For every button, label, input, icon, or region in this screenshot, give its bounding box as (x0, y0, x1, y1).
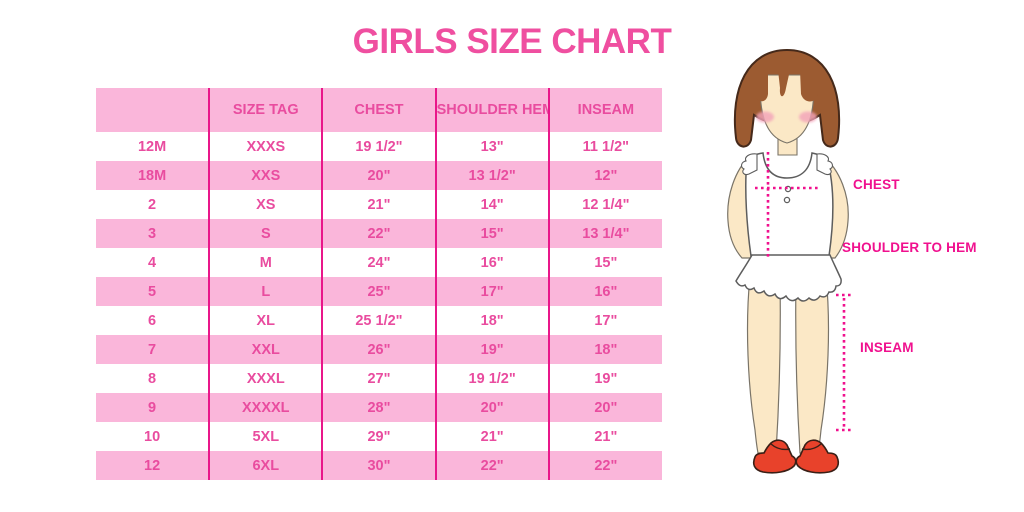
table-cell: 2 (148, 196, 157, 213)
table-cell: 27" (321, 364, 436, 393)
table-cell: 25" (321, 277, 436, 306)
table-cell: 3 (148, 225, 157, 242)
table-cell: XXXXL (208, 393, 323, 422)
table-cell: 12 1/4" (547, 190, 662, 219)
header-cell-chest: CHEST (321, 88, 436, 132)
inseam-label: INSEAM (860, 340, 914, 355)
size-chart-table: SIZE TAG CHEST SHOULDER HEM INSEAM 12M X… (96, 88, 662, 480)
table-row: 3 S 22" 15" 13 1/4" (96, 219, 662, 248)
table-cell: XXS (208, 161, 323, 190)
girl-legs (746, 275, 830, 454)
table-cell: XXXL (208, 364, 323, 393)
table-cell: 19 1/2" (434, 364, 549, 393)
table-cell: 16" (434, 248, 549, 277)
table-cell: 30" (321, 451, 436, 480)
table-cell: 5XL (208, 422, 323, 451)
girl-shoes (752, 439, 840, 474)
table-cell: 7 (148, 341, 157, 358)
table-cell: 17" (547, 306, 662, 335)
table-cell: L (208, 277, 323, 306)
page-title: GIRLS SIZE CHART (352, 22, 672, 61)
chest-label: CHEST (853, 177, 900, 192)
table-row: 9 XXXXL 28" 20" 20" (96, 393, 662, 422)
table-row: 2 XS 21" 14" 12 1/4" (96, 190, 662, 219)
table-cell: XXL (208, 335, 323, 364)
table-cell: 26" (321, 335, 436, 364)
header-cell-size-tag: SIZE TAG (208, 88, 323, 132)
girl-shoulder-ruffles (741, 153, 833, 176)
girl-blush (756, 111, 817, 123)
table-cell: 21" (547, 422, 662, 451)
table-cell: 18" (547, 335, 662, 364)
table-cell: 19" (547, 364, 662, 393)
table-cell: 14" (434, 190, 549, 219)
table-cell: 11 1/2" (547, 132, 662, 161)
table-row: 7 XXL 26" 19" 18" (96, 335, 662, 364)
table-cell: 15" (547, 248, 662, 277)
girl-illustration (727, 48, 852, 474)
table-cell: 16" (547, 277, 662, 306)
header-cell-inseam: INSEAM (547, 88, 662, 132)
table-cell: 19" (434, 335, 549, 364)
table-cell: 24" (321, 248, 436, 277)
table-header-row: SIZE TAG CHEST SHOULDER HEM INSEAM (96, 88, 662, 132)
table-cell: 13" (434, 132, 549, 161)
inseam-measure-line (836, 293, 852, 432)
table-row: 8 XXXL 27" 19 1/2" 19" (96, 364, 662, 393)
table-cell: 25 1/2" (321, 306, 436, 335)
table-row: 10 5XL 29" 21" 21" (96, 422, 662, 451)
table-cell: 28" (321, 393, 436, 422)
table-cell: 4 (148, 254, 157, 271)
table-cell: 20" (321, 161, 436, 190)
table-cell: XS (208, 190, 323, 219)
table-cell: XXXS (208, 132, 323, 161)
table-cell: 29" (321, 422, 436, 451)
header-cell-shoulder-hem: SHOULDER HEM (434, 88, 549, 132)
table-row: 6 XL 25 1/2" 18" 17" (96, 306, 662, 335)
table-cell: 9 (148, 399, 157, 416)
measurement-figure: CHEST SHOULDER TO HEM INSEAM (660, 20, 1024, 500)
table-cell: 22" (547, 451, 662, 480)
table-cell: 17" (434, 277, 549, 306)
table-cell: 13 1/4" (547, 219, 662, 248)
table-cell: 12" (547, 161, 662, 190)
girl-bangs (755, 70, 818, 102)
header-cell-blank (96, 88, 209, 132)
table-row: 5 L 25" 17" 16" (96, 277, 662, 306)
table-cell: 18" (434, 306, 549, 335)
table-row: 12M XXXS 19 1/2" 13" 11 1/2" (96, 132, 662, 161)
table-cell: 6XL (208, 451, 323, 480)
table-cell: 13 1/2" (434, 161, 549, 190)
table-cell: M (208, 248, 323, 277)
table-cell: 12M (137, 138, 167, 155)
table-cell: 12 (144, 457, 161, 474)
table-cell: 18M (137, 167, 167, 184)
table-cell: 22" (434, 451, 549, 480)
table-row: 18M XXS 20" 13 1/2" 12" (96, 161, 662, 190)
table-row: 4 M 24" 16" 15" (96, 248, 662, 277)
table-cell: 21" (321, 190, 436, 219)
table-cell: 22" (321, 219, 436, 248)
table-cell: 15" (434, 219, 549, 248)
shoulder-to-hem-label: SHOULDER TO HEM (842, 240, 977, 255)
table-cell: S (208, 219, 323, 248)
girl-skirt (735, 254, 842, 302)
table-cell: 5 (148, 283, 157, 300)
table-cell: XL (208, 306, 323, 335)
table-cell: 8 (148, 370, 157, 387)
table-cell: 21" (434, 422, 549, 451)
table-cell: 10 (144, 428, 161, 445)
table-cell: 19 1/2" (321, 132, 436, 161)
table-cell: 6 (148, 312, 157, 329)
table-cell: 20" (434, 393, 549, 422)
table-row: 12 6XL 30" 22" 22" (96, 451, 662, 480)
table-cell: 20" (547, 393, 662, 422)
